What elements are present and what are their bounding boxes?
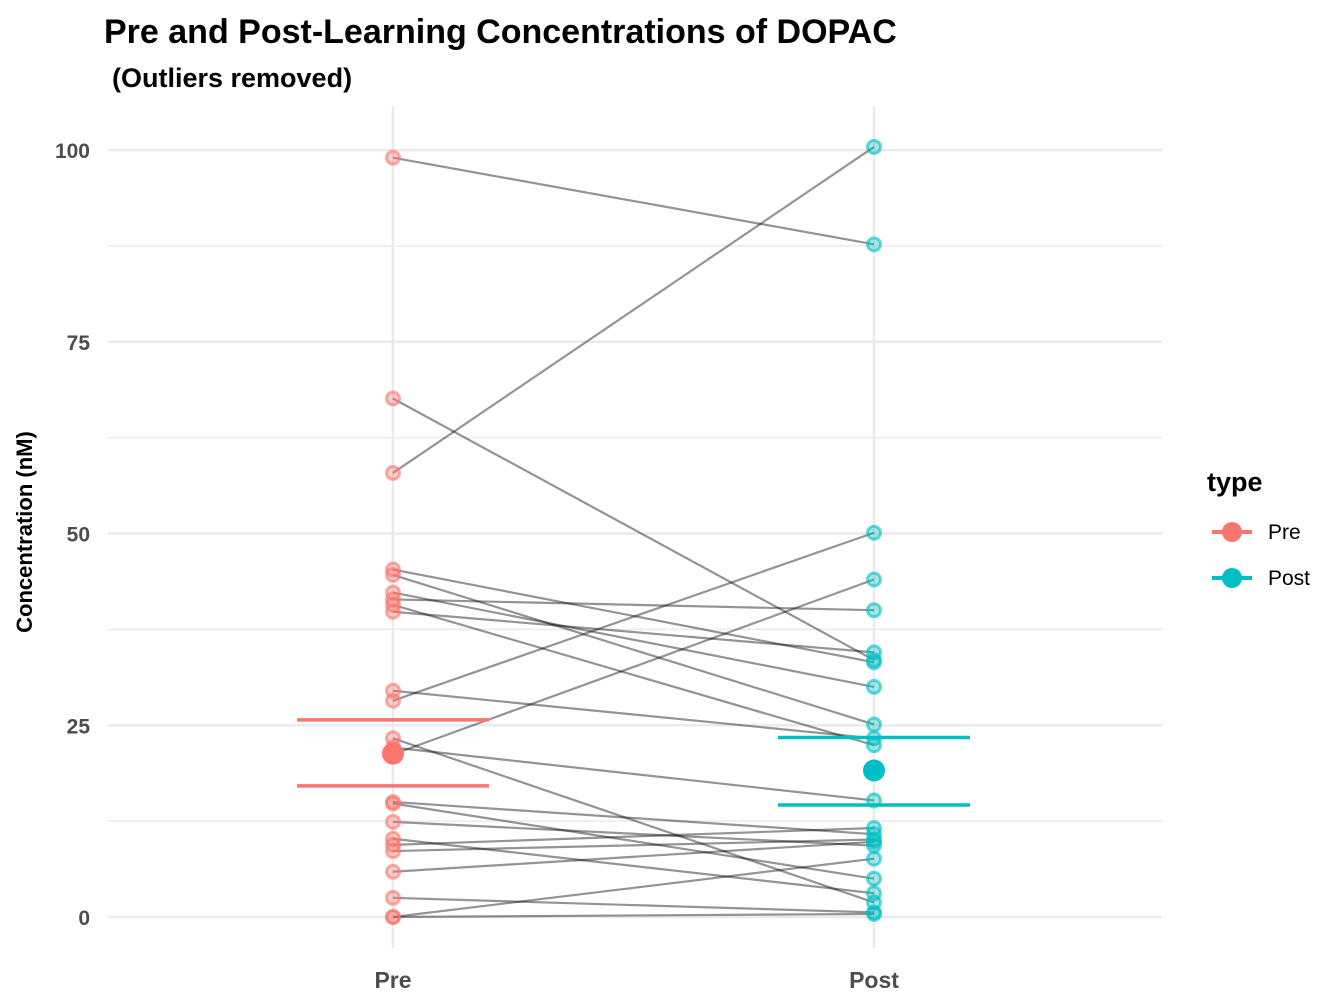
paired-lines [392,146,875,919]
paired-line [392,746,875,802]
paired-line [392,156,875,246]
summary-markers [297,718,970,807]
y-axis-title: Concentration (nM) [12,431,37,633]
point-pre [385,909,401,925]
paired-line [392,857,875,919]
legend-key-post-dot [1222,568,1242,588]
point-pre [385,692,401,709]
y-tick-label: 50 [67,524,90,547]
point-pre [385,149,401,166]
paired-line [392,591,875,688]
chart-title: Pre and Post-Learning Concentrations of … [104,13,897,51]
point-post [866,236,882,253]
paired-line [392,568,875,664]
y-axis-ticks: 0 25 50 75 100 [55,140,90,930]
legend-label-pre: Pre [1268,521,1301,544]
point-post [866,644,882,661]
point-pre [385,566,401,583]
paired-line [392,802,875,880]
paired-line [392,531,875,702]
point-post [866,885,882,902]
paired-line [392,840,875,873]
point-post [866,833,882,850]
point-pre [385,390,401,407]
legend-item-post: Post [1212,567,1310,590]
mean-point-pre [382,742,404,765]
point-pre [385,843,401,860]
paired-line [392,689,875,740]
paired-line [392,800,875,836]
legend: type Pre Post [1207,467,1310,590]
y-tick-label: 100 [55,140,90,163]
paired-line [392,912,875,919]
legend-item-pre: Pre [1212,521,1301,544]
point-post [866,870,882,887]
point-post [866,716,882,733]
point-pre [385,889,401,906]
y-tick-label: 0 [78,907,90,930]
mean-point-post [863,759,885,782]
legend-label-post: Post [1268,567,1310,590]
y-tick-label: 75 [67,332,91,355]
point-post [866,571,882,588]
point-post [866,524,882,541]
legend-key-pre-dot [1222,522,1242,542]
point-pre [385,795,401,812]
point-post [866,138,882,155]
point-post [866,678,882,695]
paired-line [392,603,875,747]
paired-line [392,610,875,654]
paired-line [392,896,875,914]
paired-line [392,826,875,847]
paired-line [392,820,875,847]
paired-line [392,573,875,726]
paired-line [392,578,875,756]
paired-line [392,837,875,895]
paired-line [392,737,875,904]
paired-line [392,397,875,662]
x-axis-ticks: Pre Post [374,967,899,993]
legend-title: type [1207,467,1263,497]
point-post [866,850,882,867]
point-pre [385,603,401,620]
point-post [866,602,882,619]
paired-line [392,598,875,612]
y-tick-label: 25 [67,715,91,738]
paired-line [392,146,875,474]
point-pre [385,863,401,880]
point-pre [385,813,401,830]
x-tick-label: Pre [374,967,411,993]
paired-line [392,838,875,853]
point-post [866,905,882,922]
chart-subtitle: (Outliers removed) [112,63,352,93]
point-pre [385,464,401,481]
x-tick-label: Post [849,967,899,993]
